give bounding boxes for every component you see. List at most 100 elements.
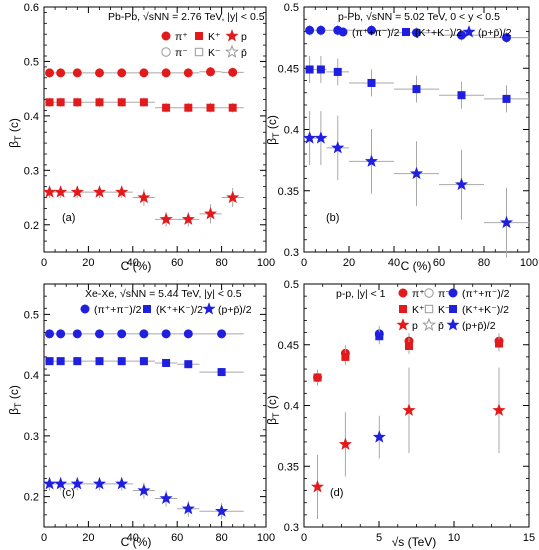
panel-d: p-p, |y| < 1 (d) √s (TeV) βT (c) 0 5 10 15 0… (265, 279, 535, 549)
panel-c-ylabel: βT (c) (7, 385, 23, 415)
data-point (364, 154, 379, 167)
data-point (502, 94, 511, 103)
legend-label: (π⁺+π⁻)/2 (94, 304, 142, 316)
data-point (333, 67, 342, 76)
y-tick-label: 0.4 (24, 370, 39, 382)
data-point (183, 329, 193, 339)
panel-a-xlabel: C (%) (121, 259, 152, 273)
panel-a-tag: (a) (62, 212, 75, 224)
data-point (73, 98, 82, 107)
legend-label: (π⁺+π⁻)/2 (352, 27, 400, 39)
data-point (217, 329, 227, 339)
x-tick-label: 60 (171, 257, 183, 269)
x-tick-label: 80 (215, 257, 227, 269)
data-point (115, 477, 129, 490)
data-point (412, 85, 421, 94)
data-point (162, 103, 171, 112)
data-point (203, 207, 218, 220)
series-star-blue (303, 111, 529, 258)
legend-marker (398, 304, 407, 313)
y-tick-label: 0.3 (24, 431, 39, 443)
data-point (139, 329, 149, 339)
panel-c-title: Xe-Xe, √sNN = 5.44 TeV, |y| < 0.5 (85, 288, 242, 300)
data-point (159, 212, 173, 225)
data-point (206, 67, 216, 77)
data-point (45, 357, 54, 366)
data-point (181, 212, 195, 225)
x-tick-label: 100 (520, 257, 538, 269)
data-point (117, 357, 126, 366)
data-point (228, 103, 237, 112)
data-point (206, 103, 215, 112)
panel-a-ylabel: βT (c) (7, 118, 23, 148)
y-tick-label: 0.6 (24, 2, 39, 14)
data-point (183, 68, 193, 78)
legend-marker (401, 27, 410, 36)
legend-label: K⁻ (208, 47, 221, 59)
data-point (117, 68, 127, 78)
legend-marker (194, 47, 204, 57)
legend-marker (424, 288, 434, 298)
data-point (404, 341, 413, 350)
legend-marker (161, 31, 171, 41)
data-point (45, 329, 55, 339)
data-point (162, 358, 171, 367)
panel-b-xlabel: C (%) (401, 259, 432, 273)
x-tick-label: 0 (301, 532, 307, 544)
legend-label: π⁻ (175, 47, 188, 59)
legend-label: p̄ (241, 47, 247, 59)
data-point (411, 28, 421, 38)
data-point (43, 185, 57, 198)
data-point (54, 185, 68, 198)
x-tick-label: 40 (388, 257, 400, 269)
x-tick-label: 100 (257, 532, 275, 544)
legend: π⁺ K⁺ p π⁻ K⁻ p̄ (161, 29, 247, 59)
legend-label: p (412, 320, 418, 332)
panel-d-tag: (d) (330, 487, 343, 499)
data-point (367, 78, 376, 87)
legend: π⁺ π⁻ (π⁺+π⁻)/2 K⁺ K⁻ (K⁺+K⁻)/2 p p̄ (p+p̄)/2 (396, 288, 510, 332)
legend-label: π⁻ (438, 288, 451, 300)
data-point (70, 477, 84, 490)
data-point (457, 91, 466, 100)
y-tick-label: 0.5 (284, 279, 299, 291)
series-square-blue (44, 357, 244, 377)
data-point (161, 68, 171, 78)
legend-label: (p+p̄)/2 (218, 304, 252, 316)
data-point (139, 98, 148, 107)
data-point (92, 185, 107, 198)
x-tick-label: 0 (41, 532, 47, 544)
legend-marker (80, 304, 90, 314)
legend-marker (195, 31, 204, 40)
legend-label: π⁺ (412, 288, 425, 300)
data-point (228, 67, 238, 77)
legend-marker (398, 288, 408, 298)
y-tick-label: 0.45 (278, 340, 299, 352)
data-point (95, 68, 105, 78)
legend-label: p̄ (438, 320, 444, 332)
series-star-blue (43, 477, 244, 520)
series-square-blue (304, 56, 529, 113)
legend-label: (K⁺+K⁻)/2 (415, 27, 462, 39)
legend-marker (396, 318, 410, 331)
data-point (139, 68, 149, 78)
x-tick-label: 0 (41, 257, 47, 269)
y-tick-label: 0.3 (284, 522, 299, 534)
x-tick-label: 20 (82, 532, 94, 544)
data-point (305, 25, 315, 35)
data-point (56, 357, 65, 366)
y-tick-label: 0.2 (24, 220, 39, 232)
series-circle-blue (44, 329, 244, 339)
series-square-red (313, 335, 503, 386)
x-tick-label: 20 (343, 257, 355, 269)
panel-c: Xe-Xe, √sNN = 5.44 TeV, |y| < 0.5 (c) C … (7, 283, 275, 549)
y-tick-label: 0.5 (24, 309, 39, 321)
data-point (501, 33, 511, 43)
data-point (215, 504, 229, 517)
x-tick-label: 100 (257, 257, 275, 269)
x-tick-label: 15 (523, 532, 535, 544)
data-point (316, 65, 325, 74)
legend-marker (421, 317, 437, 332)
legend-marker (462, 25, 476, 38)
data-point (56, 98, 65, 107)
